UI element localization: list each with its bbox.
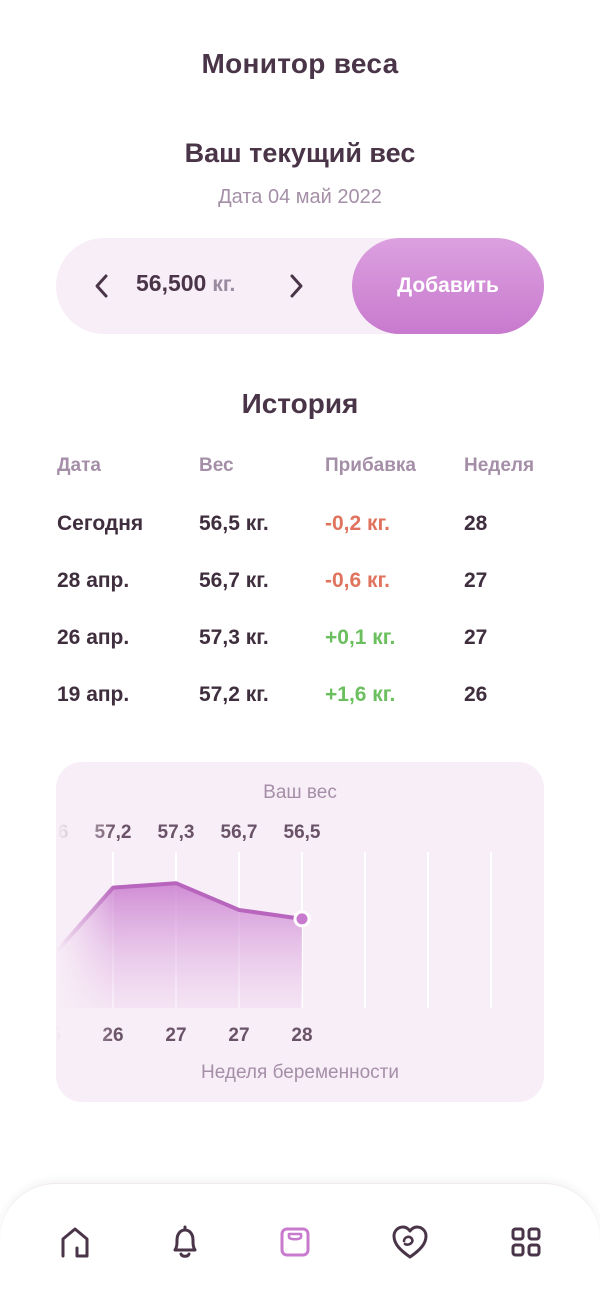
row-date: 19 апр. — [57, 683, 130, 706]
increase-weight-button[interactable] — [276, 266, 316, 306]
column-header-date: Дата — [57, 455, 101, 476]
row-date: Сегодня — [57, 512, 144, 535]
heart-icon — [392, 1225, 428, 1259]
page-title: Монитор веса — [201, 48, 399, 79]
column-header-weight: Вес — [199, 455, 234, 476]
row-week: 26 — [464, 683, 488, 706]
decrease-weight-button[interactable] — [82, 266, 122, 306]
chart-x-tick-label: 27 — [165, 1025, 186, 1046]
grid-icon — [511, 1227, 541, 1257]
row-week: 28 — [464, 512, 488, 535]
row-weight: 57,2 кг. — [199, 683, 269, 706]
column-header-week: Неделя — [464, 455, 535, 476]
chart-x-tick-label: 28 — [291, 1025, 312, 1046]
weight-unit: кг. — [212, 273, 236, 296]
current-weight-date: Дата 04 май 2022 — [218, 186, 382, 208]
weight-value: 56,500 — [136, 270, 207, 296]
scale-icon — [280, 1227, 310, 1257]
chevron-right-icon — [290, 274, 303, 298]
current-weight-title: Ваш текущий вес — [184, 138, 416, 168]
table-row: 28 апр. 56,7 кг. -0,6 кг. 27 — [0, 569, 600, 609]
column-header-gain: Прибавка — [325, 455, 417, 476]
chart-point-current — [293, 910, 311, 928]
bottom-navigation — [0, 1183, 600, 1299]
weight-stepper: 56,500 кг. Добавить — [56, 238, 544, 334]
weight-display: 56,500 кг. — [136, 270, 235, 297]
history-header-row: Дата Вес Прибавка Неделя — [0, 455, 600, 495]
row-gain: -0,6 кг. — [325, 569, 391, 592]
row-week: 27 — [464, 626, 488, 649]
nav-menu[interactable] — [504, 1220, 548, 1264]
table-row: 19 апр. 57,2 кг. +1,6 кг. 26 — [0, 683, 600, 723]
chart-area-fill — [56, 883, 302, 1008]
chart-value-label: 56,7 — [221, 822, 258, 843]
chart-value-label: 57,3 — [158, 822, 195, 843]
nav-weight-monitor[interactable] — [273, 1220, 317, 1264]
chevron-left-icon — [95, 274, 108, 298]
row-date: 26 апр. — [57, 626, 130, 649]
row-date: 28 апр. — [57, 569, 130, 592]
row-gain: +1,6 кг. — [325, 683, 396, 706]
chart-value-label: 56,5 — [284, 822, 321, 843]
bell-icon — [173, 1225, 197, 1258]
table-row: Сегодня 56,5 кг. -0,2 кг. 28 — [0, 512, 600, 552]
row-weight: 56,7 кг. — [199, 569, 269, 592]
chart-title: Ваш вес — [263, 782, 337, 803]
nav-notifications[interactable] — [163, 1220, 207, 1264]
nav-health[interactable] — [388, 1220, 432, 1264]
row-gain: +0,1 кг. — [325, 626, 396, 649]
row-gain: -0,2 кг. — [325, 512, 391, 535]
nav-home[interactable] — [53, 1220, 97, 1264]
home-icon — [61, 1227, 89, 1258]
chart-x-axis-label: Неделя беременности — [201, 1062, 399, 1083]
table-row: 26 апр. 57,3 кг. +0,1 кг. 27 — [0, 626, 600, 666]
row-weight: 57,3 кг. — [199, 626, 269, 649]
row-week: 27 — [464, 569, 488, 592]
row-weight: 56,5 кг. — [199, 512, 269, 535]
add-weight-button[interactable]: Добавить — [352, 238, 544, 334]
chart-x-tick-label: 27 — [228, 1025, 249, 1046]
history-title: История — [241, 388, 359, 419]
